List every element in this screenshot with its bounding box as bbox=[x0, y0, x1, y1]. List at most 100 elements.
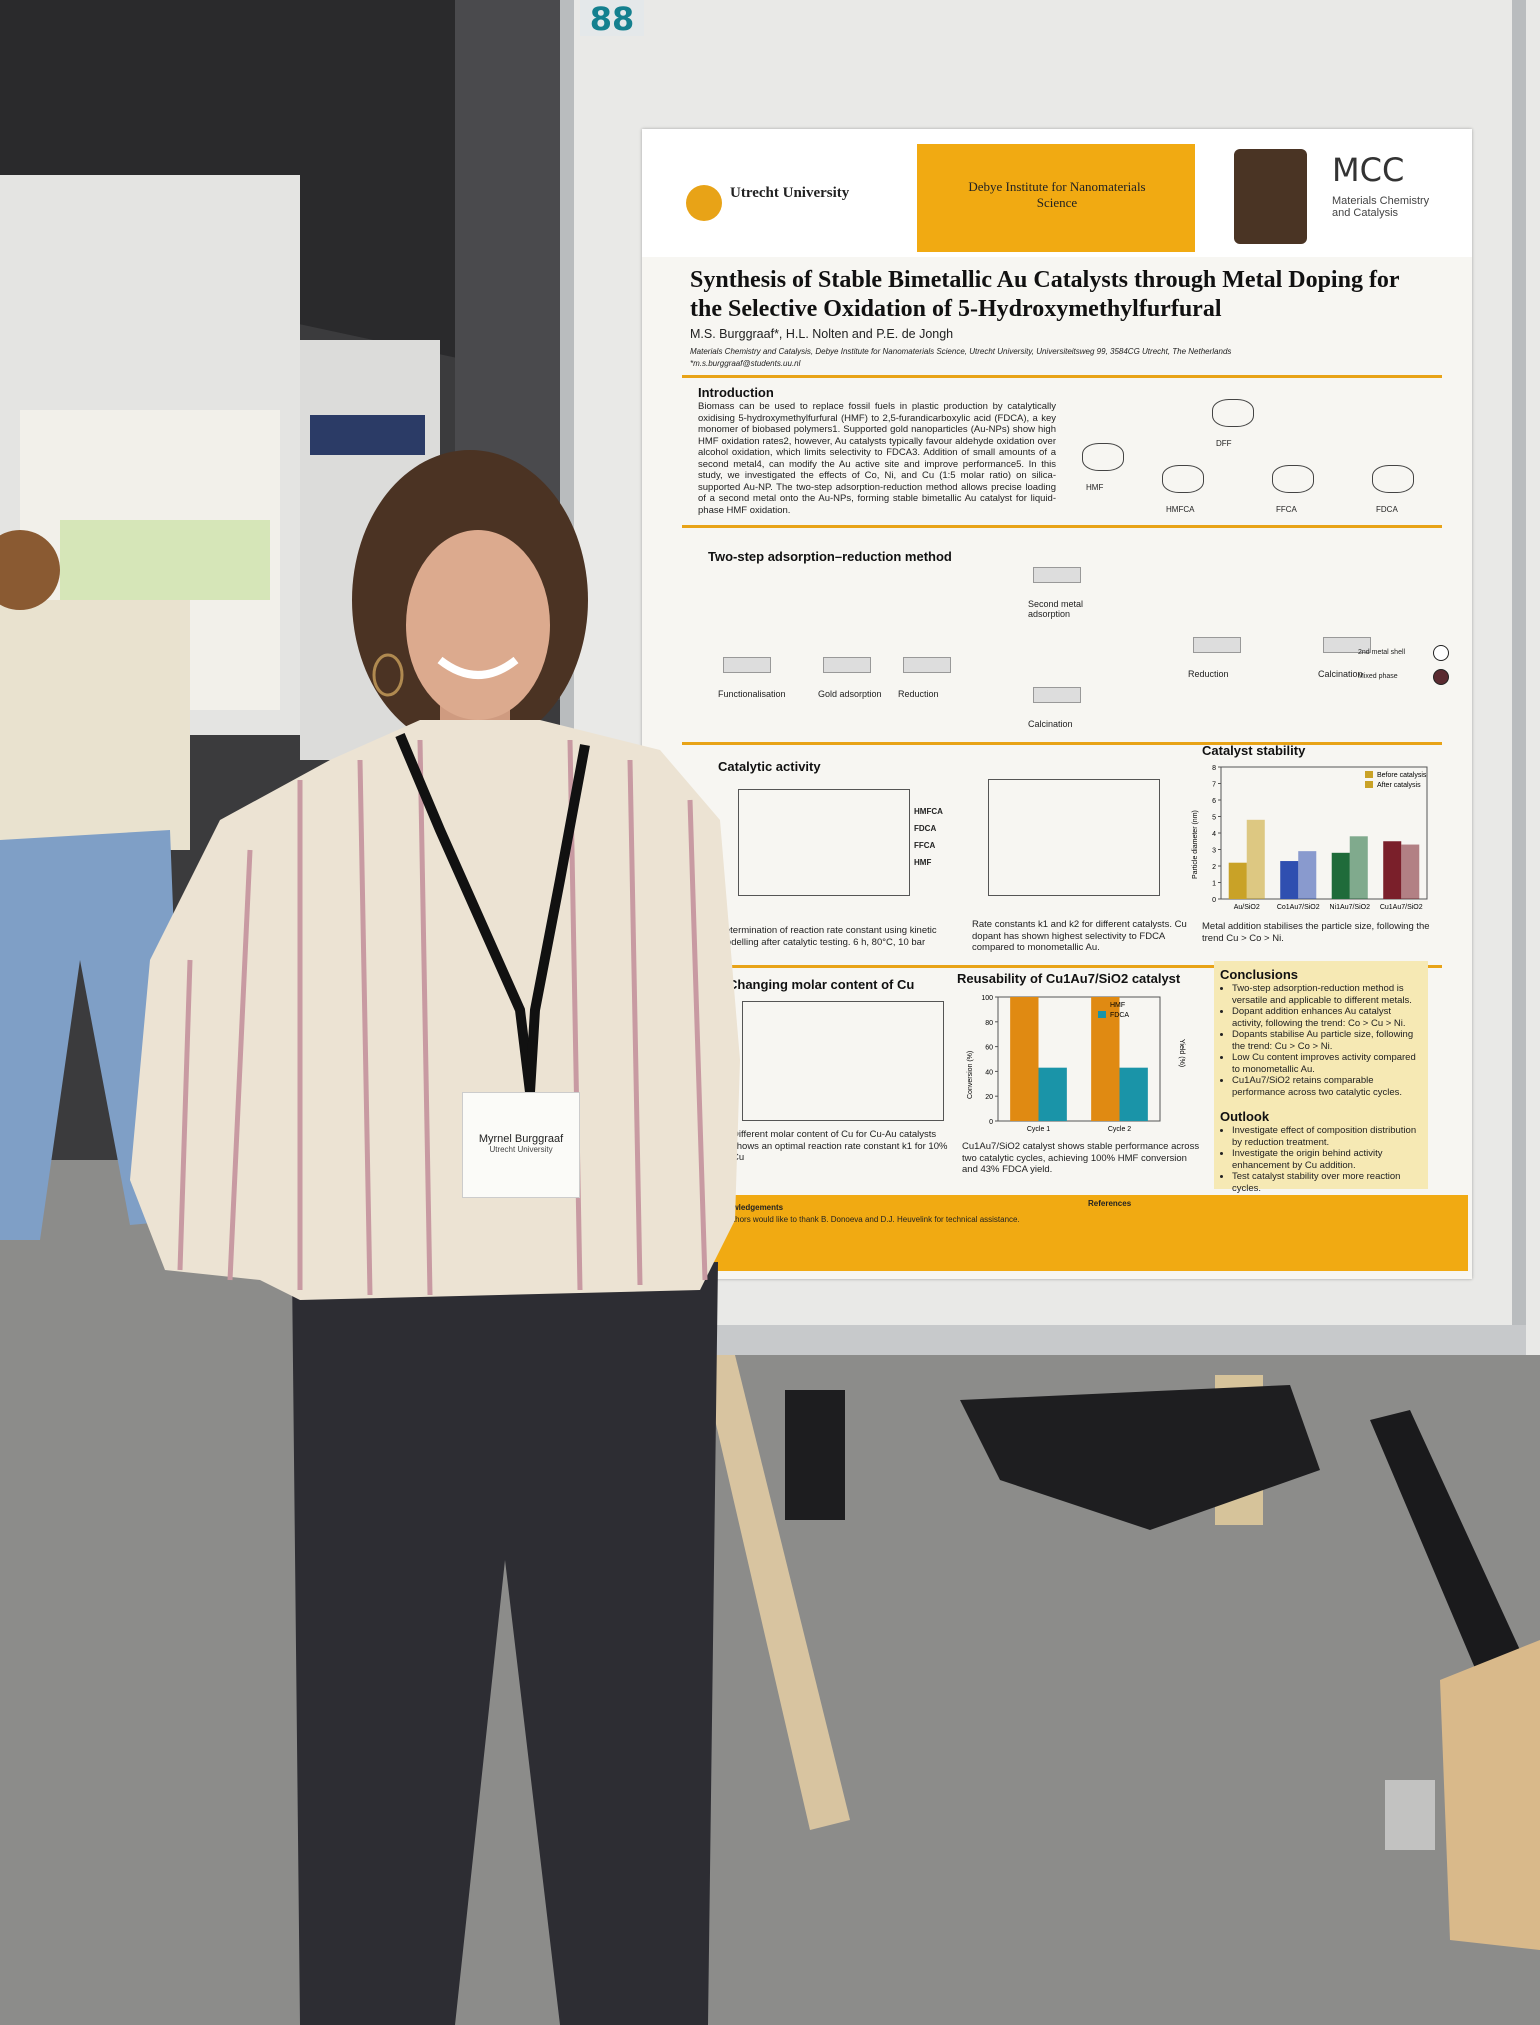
badge-name: Myrnel Burggraaf bbox=[478, 1133, 564, 1145]
bullet: Dopants stabilise Au particle size, foll… bbox=[1232, 1029, 1424, 1052]
outlook-heading: Outlook bbox=[1220, 1109, 1270, 1124]
step-label: Functionalisation bbox=[718, 689, 786, 699]
rate-caption: Rate constants k1 and k2 for different c… bbox=[972, 919, 1187, 953]
affiliation: Materials Chemistry and Catalysis, Debye… bbox=[690, 347, 1232, 356]
support bbox=[1193, 637, 1241, 653]
bar bbox=[1038, 1067, 1067, 1121]
molecule bbox=[1372, 465, 1414, 493]
authors: M.S. Burggraaf*, H.L. Nolten and P.E. de… bbox=[690, 327, 954, 341]
x-tick-label: Cu1Au7/SiO2 bbox=[1380, 904, 1423, 911]
reuse-caption: Cu1Au7/SiO2 catalyst shows stable perfor… bbox=[962, 1141, 1200, 1175]
support bbox=[1033, 567, 1081, 583]
y-tick-label: 80 bbox=[985, 1020, 993, 1027]
bar bbox=[1383, 841, 1402, 899]
step-label: Reduction bbox=[898, 689, 939, 699]
bullet: Investigate effect of composition distri… bbox=[1232, 1125, 1424, 1148]
step-label: Gold adsorption bbox=[818, 689, 882, 699]
support bbox=[903, 657, 951, 673]
bar bbox=[1331, 852, 1350, 899]
step-label: Calcination bbox=[1028, 719, 1073, 729]
y-tick-label: 60 bbox=[985, 1045, 993, 1052]
university: Utrecht University bbox=[730, 185, 850, 201]
legend-swatch bbox=[1365, 771, 1373, 778]
divider bbox=[682, 965, 1442, 968]
step-label: Reduction bbox=[1188, 669, 1229, 679]
group: Materials Chemistry and Catalysis bbox=[1332, 195, 1430, 219]
stability-caption: Metal addition stabilises the particle s… bbox=[1202, 921, 1430, 944]
activity-charts: HMFCA FDCA FFCA HMF bbox=[718, 779, 1188, 919]
y-tick-label: 20 bbox=[985, 1094, 993, 1101]
stability-chart: 0 1 2 3 4 5 6 7 8 Au/SiO2 Co1Au7/SiO2 Ni1Au7/SiO2 Cu… bbox=[1192, 765, 1428, 911]
stability-heading: Catalyst stability bbox=[1202, 743, 1306, 758]
legend-label: HMF bbox=[1110, 1002, 1125, 1009]
step-label: Calcination bbox=[1318, 669, 1363, 679]
x-tick-label: Au/SiO2 bbox=[1234, 904, 1260, 911]
molar-chart-frame bbox=[742, 1001, 944, 1121]
axis-label: Conversion (%) bbox=[967, 1051, 974, 1099]
y-tick-label: 1 bbox=[1212, 881, 1216, 888]
bar bbox=[1119, 1067, 1148, 1121]
legend-label: 2nd metal shell bbox=[1358, 649, 1406, 656]
ack-heading: Acknowledgements bbox=[708, 1203, 784, 1212]
y-tick-label: 2 bbox=[1212, 864, 1216, 871]
x-tick-label: Cycle 2 bbox=[1108, 1126, 1131, 1133]
y-tick-label: 4 bbox=[1212, 831, 1216, 838]
molecule bbox=[1272, 465, 1314, 493]
poster-title: Synthesis of Stable Bimetallic Au Cataly… bbox=[690, 267, 1400, 322]
chart-frame bbox=[988, 779, 1160, 896]
divider bbox=[682, 525, 1442, 528]
molecule-label: FFCA bbox=[1276, 505, 1297, 514]
board-number: 88 bbox=[580, 0, 644, 38]
legend-label: Before catalysis bbox=[1377, 772, 1427, 779]
footer-band: Acknowledgements The authors would like … bbox=[698, 1195, 1468, 1271]
author-photo bbox=[1234, 149, 1307, 244]
bar bbox=[1349, 836, 1368, 899]
y-tick-label: 3 bbox=[1212, 848, 1216, 855]
curve-label: FFCA bbox=[914, 841, 936, 850]
legend-swatch bbox=[1098, 1001, 1106, 1008]
bullet: Low Cu content improves activity compare… bbox=[1232, 1052, 1424, 1075]
curve-label: HMFCA bbox=[914, 807, 943, 816]
email: *m.s.burggraaf@students.uu.nl bbox=[690, 359, 801, 368]
y-tick-label: 0 bbox=[1212, 897, 1216, 904]
y-tick-label: 100 bbox=[981, 995, 993, 1002]
molecule-label: HMFCA bbox=[1166, 505, 1195, 514]
y-tick-label: 0 bbox=[989, 1119, 993, 1126]
bar bbox=[1228, 862, 1247, 899]
legend-label: FDCA bbox=[1110, 1012, 1129, 1019]
legend-swatch bbox=[1365, 781, 1373, 788]
bullet: Test catalyst stability over more reacti… bbox=[1232, 1171, 1424, 1194]
badge-org: Utrecht University bbox=[489, 1145, 553, 1154]
x-tick-label: Co1Au7/SiO2 bbox=[1277, 904, 1320, 911]
bar bbox=[1280, 861, 1299, 899]
molecule-label: HMF bbox=[1086, 483, 1104, 492]
x-tick-label: Cycle 1 bbox=[1027, 1126, 1050, 1133]
support bbox=[1033, 687, 1081, 703]
method-scheme: Functionalisation Gold adsorption Reductio… bbox=[698, 567, 1458, 739]
axis-label: Particle diameter (nm) bbox=[1192, 810, 1199, 879]
outlook-list: Investigate effect of composition distri… bbox=[1220, 1125, 1424, 1194]
x-tick-label: Ni1Au7/SiO2 bbox=[1330, 904, 1371, 911]
group-logo: MCC bbox=[1332, 151, 1405, 189]
support bbox=[1323, 637, 1371, 653]
molecule bbox=[1162, 465, 1204, 493]
curve-label: HMF bbox=[914, 858, 932, 867]
divider bbox=[682, 742, 1442, 745]
molecule-label: FDCA bbox=[1376, 505, 1398, 514]
legend-label: After catalysis bbox=[1377, 782, 1421, 789]
poster: Utrecht University Debye Institute for N… bbox=[642, 129, 1472, 1279]
molar-heading: Changing molar content of Cu bbox=[728, 977, 915, 992]
y-tick-label: 8 bbox=[1212, 765, 1216, 772]
bullet-list: Investigate effect of composition distri… bbox=[1220, 1125, 1424, 1194]
ref-heading: References bbox=[1088, 1199, 1132, 1208]
plot-frame bbox=[997, 996, 1161, 1122]
molecule bbox=[1082, 443, 1124, 471]
molecule bbox=[1212, 399, 1254, 427]
ack-text: The authors would like to thank B. Donoe… bbox=[708, 1215, 1020, 1224]
reuse-heading: Reusability of Cu1Au7/SiO2 catalyst bbox=[957, 971, 1181, 986]
institute-band bbox=[917, 144, 1195, 252]
legend-label: Mixed phase bbox=[1358, 673, 1398, 680]
conclusions-heading: Conclusions bbox=[1220, 967, 1299, 982]
conclusions-box: Conclusions Two-step adsorption-reductio… bbox=[1214, 961, 1428, 1194]
